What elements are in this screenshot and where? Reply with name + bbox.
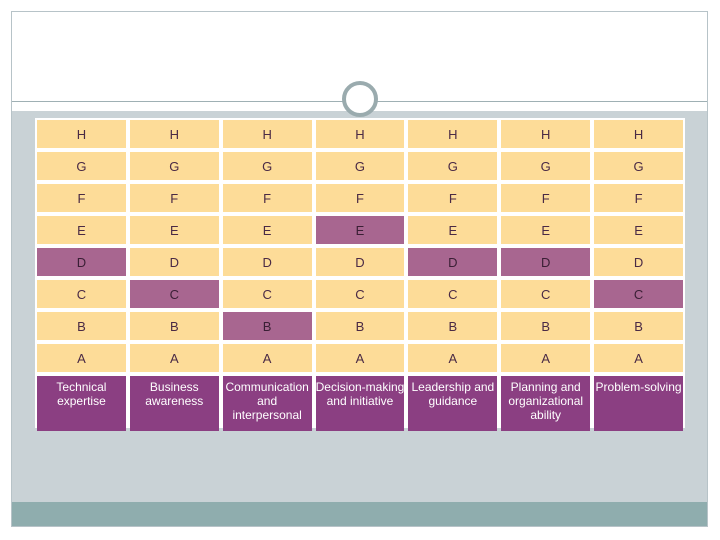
level-cell-e-4: E xyxy=(315,216,405,244)
level-cell-h-3: H xyxy=(222,120,312,148)
level-cell-b-6: B xyxy=(501,312,591,340)
level-cell-d-1: D xyxy=(37,248,126,276)
factor-label-5: Leadership and guidance xyxy=(408,376,498,431)
level-cell-d-5: D xyxy=(408,248,498,276)
level-cell-g-7: G xyxy=(594,152,683,180)
level-cell-e-1: E xyxy=(37,216,126,244)
level-cell-c-5: C xyxy=(408,280,498,308)
level-cell-f-6: F xyxy=(501,184,591,212)
level-cell-g-2: G xyxy=(129,152,219,180)
level-cell-b-5: B xyxy=(408,312,498,340)
level-cell-c-3: C xyxy=(222,280,312,308)
level-cell-c-7: C xyxy=(594,280,683,308)
level-cell-a-3: A xyxy=(222,344,312,372)
level-cell-f-7: F xyxy=(594,184,683,212)
level-cell-c-1: C xyxy=(37,280,126,308)
factor-label-6: Planning and organizational ability xyxy=(501,376,591,431)
level-cell-d-2: D xyxy=(129,248,219,276)
factor-label-1: Technical expertise xyxy=(37,376,126,431)
level-cell-a-6: A xyxy=(501,344,591,372)
level-cell-e-2: E xyxy=(129,216,219,244)
level-cell-d-7: D xyxy=(594,248,683,276)
level-cell-d-6: D xyxy=(501,248,591,276)
level-cell-f-1: F xyxy=(37,184,126,212)
level-cell-f-3: F xyxy=(222,184,312,212)
level-cell-g-4: G xyxy=(315,152,405,180)
level-cell-e-5: E xyxy=(408,216,498,244)
level-cell-a-2: A xyxy=(129,344,219,372)
level-cell-f-2: F xyxy=(129,184,219,212)
level-cell-h-5: H xyxy=(408,120,498,148)
level-cell-a-1: A xyxy=(37,344,126,372)
level-cell-h-4: H xyxy=(315,120,405,148)
level-cell-g-1: G xyxy=(37,152,126,180)
level-cell-d-4: D xyxy=(315,248,405,276)
level-cell-a-7: A xyxy=(594,344,683,372)
decorative-circle-icon xyxy=(342,81,378,117)
level-cell-h-1: H xyxy=(37,120,126,148)
level-cell-f-4: F xyxy=(315,184,405,212)
level-cell-e-7: E xyxy=(594,216,683,244)
footer-bar xyxy=(12,502,707,526)
level-cell-g-5: G xyxy=(408,152,498,180)
level-cell-e-6: E xyxy=(501,216,591,244)
level-cell-g-3: G xyxy=(222,152,312,180)
level-cell-c-6: C xyxy=(501,280,591,308)
level-cell-g-6: G xyxy=(501,152,591,180)
level-cell-d-3: D xyxy=(222,248,312,276)
factor-label-4: Decision-making and initiative xyxy=(315,376,405,431)
factor-label-3: Communication and interpersonal xyxy=(222,376,312,431)
factor-label-2: Business awareness xyxy=(129,376,219,431)
level-cell-h-2: H xyxy=(129,120,219,148)
level-cell-b-2: B xyxy=(129,312,219,340)
factor-label-7: Problem-solving xyxy=(594,376,683,431)
level-cell-b-4: B xyxy=(315,312,405,340)
level-cell-b-1: B xyxy=(37,312,126,340)
level-cell-f-5: F xyxy=(408,184,498,212)
level-cell-a-5: A xyxy=(408,344,498,372)
level-cell-a-4: A xyxy=(315,344,405,372)
level-cell-c-4: C xyxy=(315,280,405,308)
level-cell-c-2: C xyxy=(129,280,219,308)
level-cell-e-3: E xyxy=(222,216,312,244)
level-cell-h-6: H xyxy=(501,120,591,148)
level-cell-b-3: B xyxy=(222,312,312,340)
level-cell-h-7: H xyxy=(594,120,683,148)
level-cell-b-7: B xyxy=(594,312,683,340)
